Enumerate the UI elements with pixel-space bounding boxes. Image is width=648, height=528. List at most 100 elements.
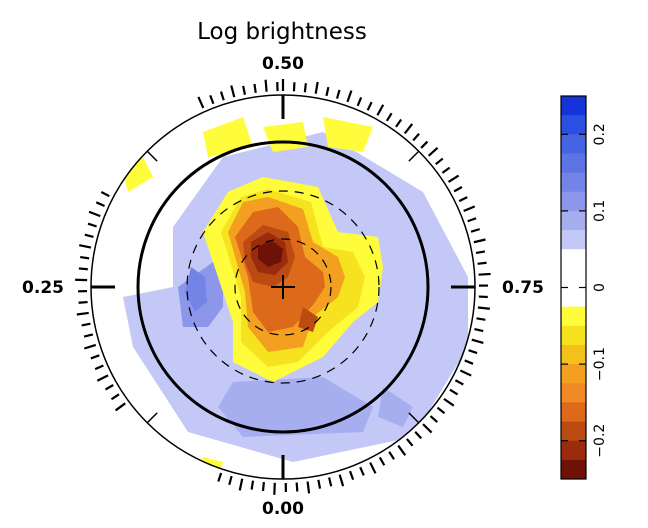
phase-mark-68: [90, 354, 100, 360]
phase-mark-36: [459, 369, 472, 377]
phase-mark-84: [197, 96, 205, 109]
phase-mark-25: [475, 250, 486, 255]
colorbar-ticks: 0.2 0.1 0 −0.1 −0.2: [561, 123, 608, 458]
phase-mark-9: [376, 104, 385, 116]
phase-mark-24: [473, 238, 486, 244]
region-10: [123, 157, 153, 192]
colorbar-band-0: [561, 96, 586, 116]
latitude-circle-60: [186, 190, 380, 384]
phase-mark-78: [79, 244, 92, 249]
phase-mark-49: [359, 466, 365, 476]
phase-mark-43: [414, 430, 423, 440]
region-4: [185, 267, 207, 312]
phase-mark-63: [114, 402, 126, 412]
phase-mark-16: [435, 157, 444, 166]
colorbar-tick-label: 0.1: [592, 200, 608, 222]
phase-mark-12: [403, 123, 414, 135]
phase-mark-76: [78, 267, 88, 271]
region-19: [258, 240, 283, 267]
phase-mark-81: [88, 210, 101, 218]
phase-label-0-00: 0.00: [262, 499, 304, 519]
phase-mark-71: [81, 322, 91, 327]
phase-mark-23: [470, 228, 480, 233]
meridian-ticks: [91, 95, 475, 479]
phase-mark-7: [356, 97, 363, 107]
phase-mark-65: [104, 384, 114, 391]
phase-mark-32: [474, 328, 484, 333]
phase-mark-77: [80, 255, 90, 260]
phase-mark-10: [385, 112, 393, 122]
phase-mark-79: [84, 233, 94, 238]
phase-mark-17: [441, 166, 451, 174]
phase-label-0-25: 0.25: [22, 278, 64, 298]
phase-mark-18: [447, 174, 460, 183]
phase-mark-60: [238, 478, 244, 491]
phase-mark-48: [369, 462, 377, 474]
observation-phase-marks: [75, 79, 491, 495]
phase-mark-44: [406, 438, 414, 447]
phase-mark-41: [429, 415, 438, 423]
colorbar-band-7: [561, 230, 586, 250]
colorbar-band-9: [561, 268, 586, 288]
phase-mark-86: [219, 91, 225, 101]
colorbar-band-4: [561, 172, 586, 193]
phase-mark-47: [378, 456, 386, 466]
phase-mark-52: [328, 477, 333, 487]
phase-mark-46: [388, 451, 395, 460]
phase-mark-83: [100, 191, 110, 198]
phase-mark-50: [349, 470, 355, 481]
phase-mark-19: [453, 186, 463, 193]
colorbar-band-8: [561, 249, 586, 269]
phase-label-0-50: 0.50: [262, 54, 304, 74]
phase-mark-2: [303, 83, 307, 93]
phase-mark-80: [87, 222, 97, 228]
phase-mark-40: [436, 406, 446, 415]
phase-mark-89: [253, 83, 257, 94]
phase-mark-87: [230, 85, 236, 98]
colorbar: 0.2 0.1 0 −0.1 −0.2: [560, 95, 608, 480]
colorbar-tick-label: −0.2: [592, 424, 608, 458]
phase-mark-53: [317, 479, 322, 489]
phase-mark-22: [467, 217, 477, 223]
colorbar-band-17: [561, 421, 586, 442]
colorbar-bands: [561, 96, 586, 480]
region-8: [263, 122, 308, 152]
phase-mark-61: [228, 475, 233, 486]
colorbar-band-11: [561, 306, 586, 327]
phase-mark-70: [83, 333, 94, 338]
phase-mark-58: [261, 481, 265, 492]
latitude-circle-30: [234, 238, 332, 336]
phase-mark-67: [94, 364, 104, 371]
phase-mark-64: [110, 393, 120, 401]
region-6: [378, 387, 413, 427]
phase-mark-20: [458, 196, 468, 203]
region-9: [323, 117, 373, 152]
colorbar-band-14: [561, 364, 586, 384]
colorbar-band-3: [561, 153, 586, 174]
phase-mark-13: [412, 132, 420, 142]
phase-mark-33: [471, 338, 484, 344]
colorbar-band-16: [561, 402, 586, 423]
phase-mark-90: [264, 79, 268, 92]
phase-mark-30: [477, 306, 490, 310]
phase-mark-57: [273, 482, 276, 495]
phase-mark-26: [477, 261, 487, 265]
colorbar-band-13: [561, 344, 586, 365]
colorbar-band-5: [561, 191, 586, 212]
colorbar-band-12: [561, 325, 586, 346]
phase-mark-72: [76, 311, 89, 316]
colorbar-band-1: [561, 115, 586, 135]
colorbar-band-2: [561, 134, 586, 154]
phase-mark-39: [443, 397, 455, 407]
phase-mark-6: [346, 90, 353, 103]
phase-mark-66: [96, 374, 109, 382]
phase-mark-42: [422, 423, 433, 434]
colorbar-band-19: [561, 459, 586, 480]
phase-mark-31: [476, 317, 486, 321]
phase-mark-34: [468, 349, 478, 355]
phase-mark-45: [397, 444, 407, 456]
phase-mark-35: [464, 359, 474, 365]
phase-mark-21: [463, 205, 476, 213]
minor-tick-5: [146, 150, 158, 162]
